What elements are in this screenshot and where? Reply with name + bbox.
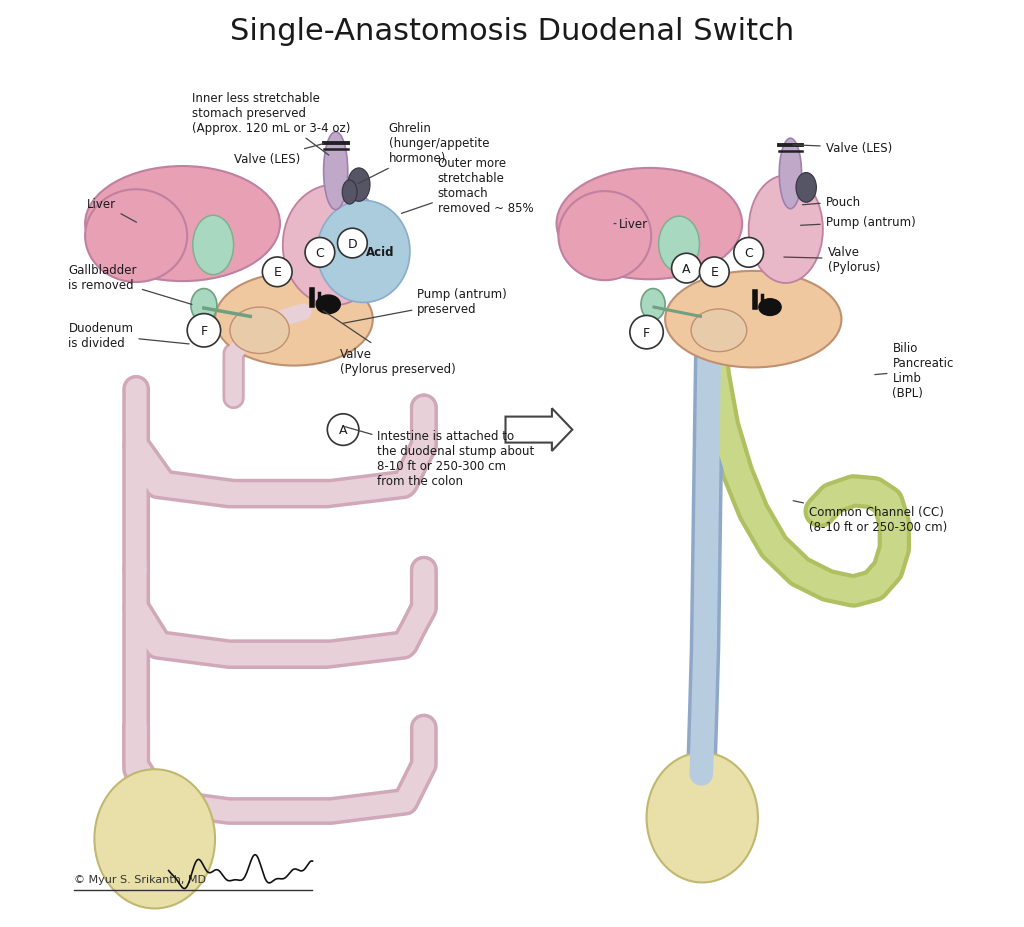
Ellipse shape [317,201,410,303]
Text: F: F [643,326,650,339]
Text: Single-Anastomosis Duodenal Switch: Single-Anastomosis Duodenal Switch [229,17,795,46]
Ellipse shape [666,272,842,368]
Text: D: D [347,237,357,250]
Ellipse shape [348,169,370,202]
Ellipse shape [230,308,290,354]
Ellipse shape [759,299,781,316]
Text: © Myur S. Srikanth, MD: © Myur S. Srikanth, MD [74,874,206,883]
Text: Bilio
Pancreatic
Limb
(BPL): Bilio Pancreatic Limb (BPL) [874,342,953,400]
Circle shape [328,414,358,446]
Ellipse shape [658,217,699,273]
FancyArrow shape [506,409,572,451]
Ellipse shape [558,192,651,281]
Text: A: A [339,424,347,437]
Circle shape [187,314,220,348]
Ellipse shape [324,133,348,210]
Text: C: C [315,247,325,260]
Circle shape [338,229,368,259]
Circle shape [734,238,764,268]
Circle shape [672,254,701,284]
Text: Valve
(Pylorus preserved): Valve (Pylorus preserved) [324,311,456,375]
Ellipse shape [316,296,340,314]
Text: Pump (antrum)
preserved: Pump (antrum) preserved [343,287,507,324]
Ellipse shape [85,190,187,283]
Ellipse shape [796,173,816,203]
Text: E: E [273,266,282,279]
Ellipse shape [190,289,217,323]
Text: Common Channel (CC)
(8-10 ft or 250-300 cm): Common Channel (CC) (8-10 ft or 250-300 … [794,502,947,533]
Ellipse shape [193,216,233,275]
Text: E: E [711,266,718,279]
Text: Acid: Acid [367,246,395,259]
Ellipse shape [641,289,666,321]
Text: Valve (LES): Valve (LES) [233,145,324,166]
Circle shape [699,258,729,287]
Text: Valve
(Pylorus): Valve (Pylorus) [784,246,880,273]
Ellipse shape [646,753,758,883]
Text: Outer more
stretchable
stomach
removed ~ 85%: Outer more stretchable stomach removed ~… [401,157,534,214]
Text: Valve (LES): Valve (LES) [794,142,892,155]
Text: Gallbladder
is removed: Gallbladder is removed [69,264,191,305]
Circle shape [630,316,664,349]
Text: Liver: Liver [614,218,648,231]
Ellipse shape [215,273,373,366]
Text: Duodenum
is divided: Duodenum is divided [69,322,189,349]
Text: Ghrelin
(hunger/appetite
hormone): Ghrelin (hunger/appetite hormone) [358,122,489,184]
Ellipse shape [779,139,802,210]
Ellipse shape [94,769,215,908]
Ellipse shape [691,310,746,352]
Text: Inner less stretchable
stomach preserved
(Approx. 120 mL or 3-4 oz): Inner less stretchable stomach preserved… [191,92,350,156]
Ellipse shape [85,167,280,282]
Text: Liver: Liver [87,197,136,223]
Ellipse shape [749,176,823,284]
Text: F: F [201,324,208,337]
Text: Intestine is attached to
the duodenal stump about
8-10 ft or 250-300 cm
from the: Intestine is attached to the duodenal st… [345,427,535,488]
Circle shape [262,258,292,287]
Text: C: C [744,247,753,260]
Ellipse shape [557,169,742,280]
Ellipse shape [342,181,357,205]
Text: Pouch: Pouch [803,196,861,209]
Ellipse shape [283,185,385,306]
Text: A: A [682,262,691,275]
Circle shape [305,238,335,268]
Text: Pump (antrum): Pump (antrum) [801,216,915,229]
